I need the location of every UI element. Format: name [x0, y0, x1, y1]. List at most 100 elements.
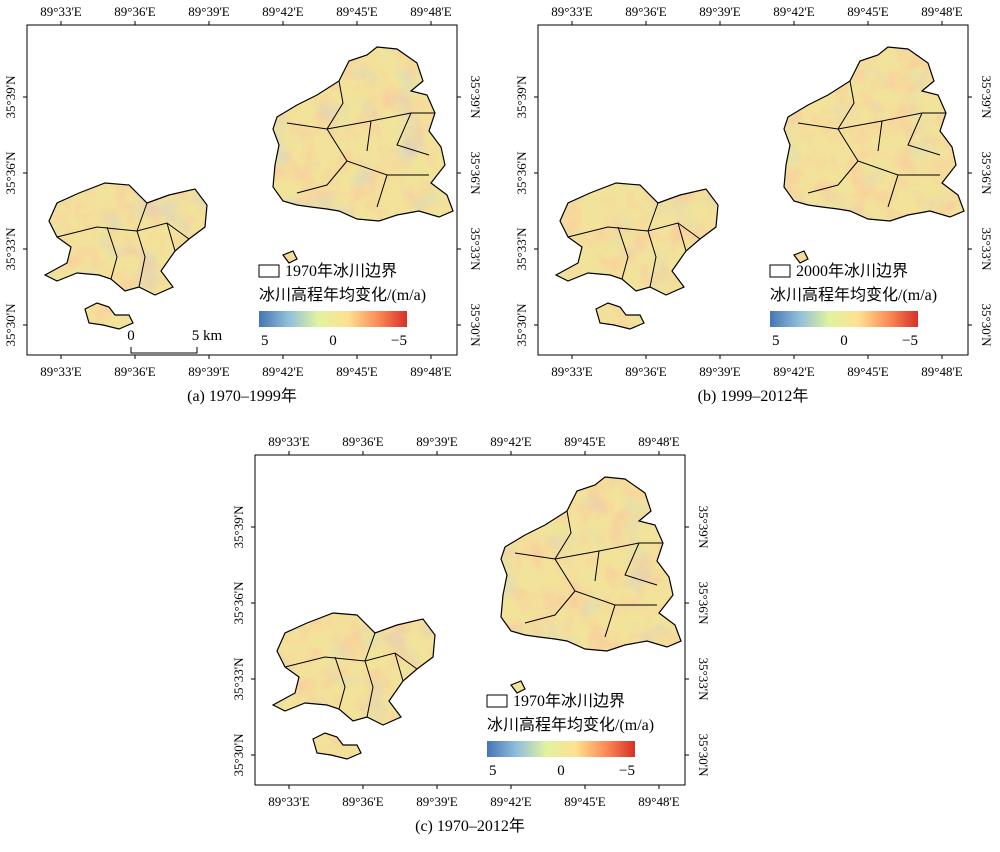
lon-label-top: 89°39'E: [699, 4, 741, 19]
lon-label-top: 89°48'E: [921, 4, 963, 19]
lon-label-bottom: 89°42'E: [490, 794, 532, 809]
sub-glacier-divide: [524, 590, 576, 624]
sub-glacier-divide: [837, 80, 855, 130]
lon-label-top: 89°33'E: [40, 4, 82, 19]
west-islet-boundary: [312, 732, 362, 760]
east-glacier-cool-texture: [784, 47, 964, 221]
east-glacier-boundary: [500, 476, 682, 652]
sub-glacier-divide: [594, 550, 600, 582]
sub-glacier-divide: [376, 174, 388, 208]
lon-label-top: 89°48'E: [410, 4, 452, 19]
sub-glacier-divide: [366, 120, 372, 152]
sub-glacier-divide: [326, 80, 344, 130]
scale-bar: [130, 347, 198, 354]
sub-glacier-divide: [396, 112, 430, 156]
legend-boundary-swatch: [258, 264, 280, 278]
west-glacier-cool-texture: [273, 613, 435, 725]
lat-label-left: 35°36'N: [231, 581, 246, 625]
lon-label-bottom: 89°36'E: [114, 364, 156, 379]
lat-label-right: 35°36'N: [468, 152, 483, 196]
legend-max-label: −5: [902, 333, 918, 349]
lon-label-top: 89°45'E: [564, 434, 606, 449]
lat-label-right: 35°39'N: [468, 76, 483, 120]
legend-title: 冰川高程年均变化/(m/a): [487, 716, 654, 734]
lon-label-bottom: 89°36'E: [625, 364, 667, 379]
lon-label-top: 89°33'E: [551, 4, 593, 19]
west-islet-cool-texture: [313, 733, 361, 759]
east-glacier-cool-texture: [501, 477, 681, 651]
lat-label-left: 35°33'N: [514, 227, 529, 271]
legend-boundary-label: 2000年冰川边界: [796, 262, 908, 280]
sub-glacier-divide: [837, 128, 940, 176]
lat-label-left: 35°33'N: [3, 227, 18, 271]
legend-mid-label: 0: [840, 333, 848, 349]
lat-label-right: 35°30'N: [468, 304, 483, 348]
sub-glacier-divide: [887, 174, 899, 208]
map-panel-b: 89°33'E 89°33'E 89°36'E 89°36'E 89°39'E 89°39…: [514, 4, 994, 405]
lon-label-top: 89°45'E: [847, 4, 889, 19]
lon-label-bottom: 89°45'E: [847, 364, 889, 379]
lon-label-bottom: 89°42'E: [773, 364, 815, 379]
sub-glacier-divide: [136, 202, 148, 232]
lon-label-bottom: 89°36'E: [342, 794, 384, 809]
lon-label-top: 89°39'E: [416, 434, 458, 449]
legend-color-ramp: [487, 741, 635, 757]
west-islet-cool-texture: [596, 303, 644, 329]
sub-glacier-divide: [296, 160, 348, 194]
legend-mid-label: 0: [557, 763, 565, 779]
legend-max-label: −5: [619, 763, 635, 779]
legend-max-label: −5: [391, 333, 407, 349]
lon-label-bottom: 89°33'E: [551, 364, 593, 379]
lon-label-bottom: 89°39'E: [416, 794, 458, 809]
lat-label-right: 35°30'N: [979, 304, 994, 348]
lat-label-left: 35°39'N: [231, 505, 246, 549]
lon-label-bottom: 89°33'E: [268, 794, 310, 809]
lon-label-bottom: 89°48'E: [921, 364, 963, 379]
sub-glacier-divide: [617, 226, 629, 280]
scale-bar-left-label: 0: [127, 328, 135, 344]
legend-boundary-swatch: [486, 694, 508, 708]
sub-glacier-divide: [394, 652, 404, 682]
sub-glacier-divide: [604, 604, 616, 638]
west-islet-boundary: [84, 302, 134, 330]
scale-bar-right-label: 5 km: [192, 328, 223, 344]
lon-label-bottom: 89°48'E: [410, 364, 452, 379]
legend-boundary-label: 1970年冰川边界: [513, 692, 625, 710]
legend-min-label: 5: [772, 333, 780, 349]
sub-glacier-divide: [647, 202, 659, 232]
lat-label-left: 35°36'N: [3, 151, 18, 195]
lon-label-top: 89°42'E: [773, 4, 815, 19]
sub-glacier-divide: [334, 656, 346, 710]
lon-label-bottom: 89°45'E: [336, 364, 378, 379]
sub-glacier-divide: [877, 120, 883, 152]
sub-glacier-divide: [554, 510, 572, 560]
east-islet-boundary: [510, 680, 526, 694]
west-islet-boundary: [595, 302, 645, 330]
sub-glacier-divide: [136, 230, 146, 288]
legend-boundary-swatch: [769, 264, 791, 278]
panel-caption: (c) 1970–2012年: [415, 817, 525, 835]
lon-label-top: 89°48'E: [638, 434, 680, 449]
lon-label-bottom: 89°39'E: [699, 364, 741, 379]
east-glacier-boundary: [272, 46, 454, 222]
east-glacier-boundary: [783, 46, 965, 222]
sub-glacier-divide: [624, 542, 658, 586]
legend-min-label: 5: [261, 333, 269, 349]
lat-label-left: 35°30'N: [514, 303, 529, 347]
east-islet-boundary: [793, 250, 809, 264]
legend-boundary-label: 1970年冰川边界: [285, 262, 397, 280]
lon-label-bottom: 89°42'E: [262, 364, 304, 379]
lat-label-right: 35°33'N: [468, 228, 483, 272]
lon-label-top: 89°42'E: [262, 4, 304, 19]
panel-caption: (b) 1999–2012年: [698, 387, 809, 405]
sub-glacier-divide: [364, 660, 374, 718]
lon-label-bottom: 89°45'E: [564, 794, 606, 809]
lat-label-left: 35°39'N: [3, 75, 18, 119]
lon-label-top: 89°45'E: [336, 4, 378, 19]
sub-glacier-divide: [364, 632, 376, 662]
panel-caption: (a) 1970–1999年: [187, 387, 297, 405]
sub-glacier-divide: [677, 222, 687, 252]
sub-glacier-divide: [554, 558, 657, 606]
lat-label-left: 35°30'N: [231, 733, 246, 777]
sub-glacier-divide: [647, 230, 657, 288]
